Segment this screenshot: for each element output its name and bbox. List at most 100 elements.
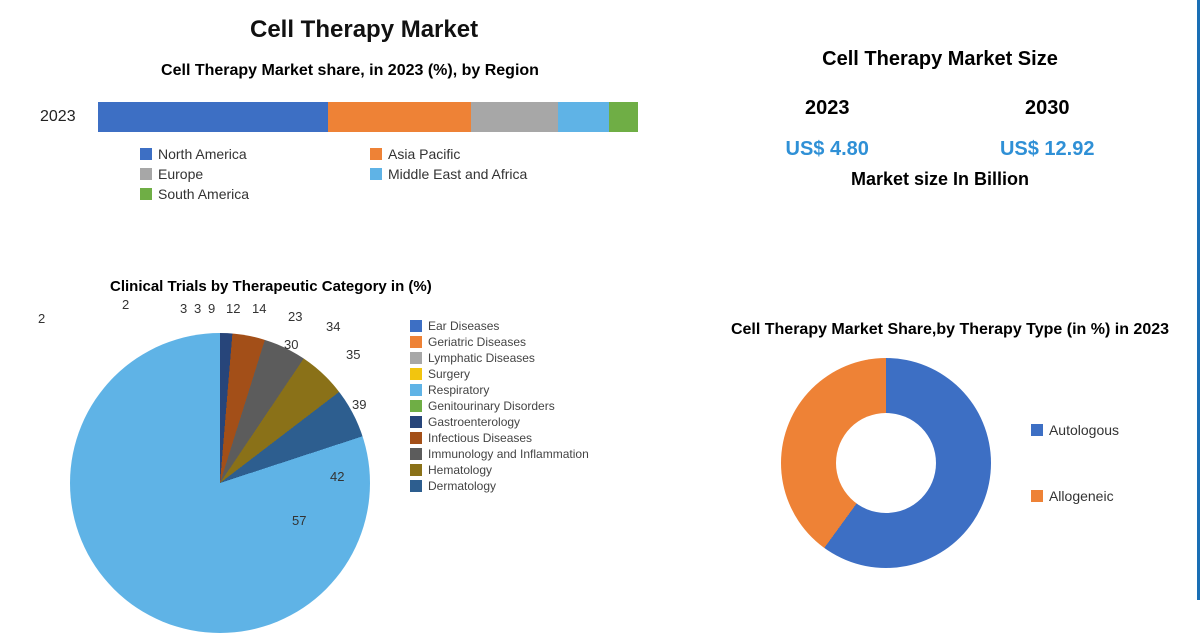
pie-callout: 42: [330, 469, 344, 484]
pie-callout: 35: [346, 347, 360, 362]
market-size-year: 2030: [1000, 97, 1095, 120]
legend-swatch: [140, 168, 152, 180]
legend-swatch: [410, 384, 422, 396]
legend-swatch: [410, 320, 422, 332]
donut-legend: Autologous Allogeneic: [1031, 422, 1119, 504]
legend-item: Infectious Diseases: [410, 431, 589, 445]
legend-swatch: [410, 368, 422, 380]
legend-swatch: [1031, 424, 1043, 436]
legend-label: South America: [158, 186, 249, 202]
legend-label: Dermatology: [428, 479, 496, 493]
pie-callout: 39: [352, 397, 366, 412]
pie-callout: 14: [252, 301, 266, 316]
pie-callout: 12: [226, 301, 240, 316]
legend-item: Surgery: [410, 367, 589, 381]
pie-callout: 34: [326, 319, 340, 334]
legend-label: Asia Pacific: [388, 146, 460, 162]
legend-swatch: [1031, 490, 1043, 502]
legend-label: Surgery: [428, 367, 470, 381]
main-title: Cell Therapy Market: [250, 16, 478, 44]
legend-swatch: [410, 448, 422, 460]
legend-swatch: [410, 336, 422, 348]
legend-label: Ear Diseases: [428, 319, 499, 333]
legend-label: Genitourinary Disorders: [428, 399, 555, 413]
pie-callout: 2: [122, 297, 129, 312]
pie-callout: 9: [208, 301, 215, 316]
legend-label: Lymphatic Diseases: [428, 351, 535, 365]
legend-swatch: [410, 480, 422, 492]
legend-label: North America: [158, 146, 247, 162]
bar-segment: [328, 102, 472, 132]
donut-chart-title: Cell Therapy Market Share,by Therapy Typ…: [730, 320, 1170, 340]
legend-item: Geriatric Diseases: [410, 335, 589, 349]
legend-item: Genitourinary Disorders: [410, 399, 589, 413]
legend-swatch: [140, 148, 152, 160]
legend-label: Immunology and Inflammation: [428, 447, 589, 461]
therapy-type-donut: Cell Therapy Market Share,by Therapy Typ…: [730, 320, 1170, 568]
region-chart-title: Cell Therapy Market share, in 2023 (%), …: [40, 62, 660, 80]
legend-item: Ear Diseases: [410, 319, 589, 333]
market-size-col-2023: 2023 US$ 4.80: [786, 97, 869, 161]
pie-callout: 30: [284, 337, 298, 352]
legend-swatch: [410, 400, 422, 412]
legend-label: Infectious Diseases: [428, 431, 532, 445]
bar-segment: [558, 102, 610, 132]
region-legend: North America Asia Pacific Europe Middle Ea…: [140, 146, 660, 202]
legend-swatch: [410, 416, 422, 428]
market-size-value: US$ 4.80: [786, 138, 869, 161]
legend-label: Respiratory: [428, 383, 489, 397]
bar-segment: [609, 102, 638, 132]
legend-item: Middle East and Africa: [370, 166, 600, 182]
legend-label: Allogeneic: [1049, 488, 1114, 504]
bar-segment: [471, 102, 557, 132]
market-size-title: Cell Therapy Market Size: [720, 48, 1160, 71]
legend-item: Asia Pacific: [370, 146, 600, 162]
market-size-caption: Market size In Billion: [720, 169, 1160, 190]
legend-item: Europe: [140, 166, 370, 182]
legend-item: Immunology and Inflammation: [410, 447, 589, 461]
pie-callout: 57: [292, 513, 306, 528]
donut-graphic: [781, 358, 991, 568]
legend-item: Allogeneic: [1031, 488, 1119, 504]
legend-item: Dermatology: [410, 479, 589, 493]
region-year-label: 2023: [40, 108, 84, 126]
legend-item: Respiratory: [410, 383, 589, 397]
legend-swatch: [410, 432, 422, 444]
clinical-trials-pie: Clinical Trials by Therapeutic Category …: [30, 278, 680, 597]
legend-swatch: [370, 168, 382, 180]
legend-item: North America: [140, 146, 370, 162]
legend-swatch: [370, 148, 382, 160]
legend-item: Hematology: [410, 463, 589, 477]
legend-item: South America: [140, 186, 370, 202]
legend-swatch: [410, 464, 422, 476]
region-share-chart: Cell Therapy Market share, in 2023 (%), …: [40, 62, 660, 202]
pie-callout: 3: [194, 301, 201, 316]
stacked-bar: [98, 102, 638, 132]
legend-label: Geriatric Diseases: [428, 335, 526, 349]
legend-label: Hematology: [428, 463, 492, 477]
market-size-year: 2023: [786, 97, 869, 120]
bar-segment: [98, 102, 328, 132]
market-size-value: US$ 12.92: [1000, 138, 1095, 161]
legend-label: Europe: [158, 166, 203, 182]
pie-wrap: Ear Diseases Geriatric Diseases Lymphatic …: [30, 297, 680, 597]
legend-swatch: [410, 352, 422, 364]
market-size-col-2030: 2030 US$ 12.92: [1000, 97, 1095, 161]
legend-label: Middle East and Africa: [388, 166, 527, 182]
market-size-panel: Cell Therapy Market Size 2023 US$ 4.80 2…: [720, 48, 1160, 190]
legend-swatch: [140, 188, 152, 200]
legend-item: Lymphatic Diseases: [410, 351, 589, 365]
pie-chart-title: Clinical Trials by Therapeutic Category …: [110, 278, 680, 295]
pie-callout: 2: [38, 311, 45, 326]
pie-callout: 3: [180, 301, 187, 316]
legend-label: Autologous: [1049, 422, 1119, 438]
region-bar-row: 2023: [40, 102, 660, 132]
pie-callout: 23: [288, 309, 302, 324]
legend-label: Gastroenterology: [428, 415, 520, 429]
pie-legend: Ear Diseases Geriatric Diseases Lymphatic …: [410, 319, 589, 493]
pie-graphic: [70, 333, 370, 633]
legend-item: Autologous: [1031, 422, 1119, 438]
market-size-columns: 2023 US$ 4.80 2030 US$ 12.92: [720, 97, 1160, 161]
donut-wrap: Autologous Allogeneic: [730, 358, 1170, 568]
legend-item: Gastroenterology: [410, 415, 589, 429]
